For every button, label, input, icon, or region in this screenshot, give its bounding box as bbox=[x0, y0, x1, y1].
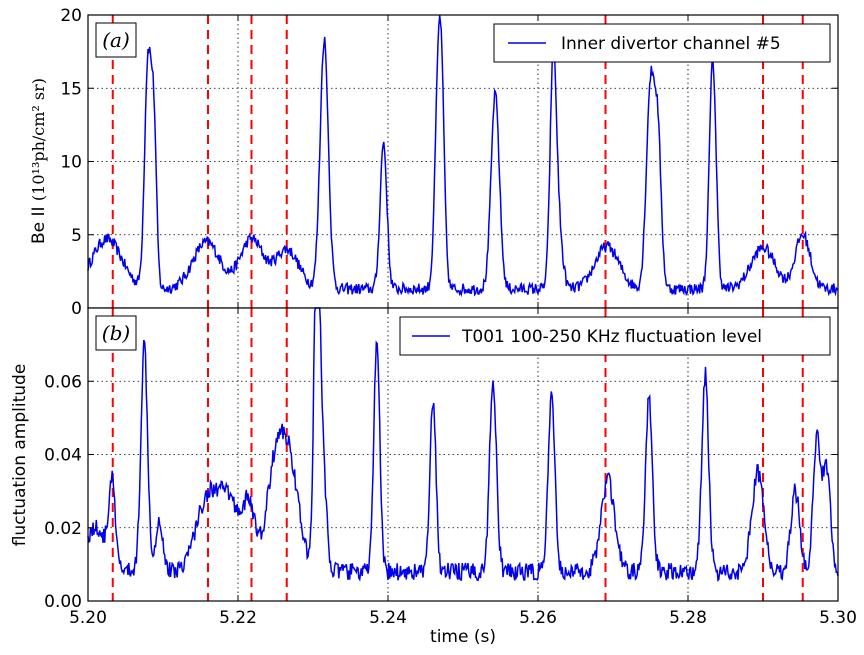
x-tick-label: 5.26 bbox=[519, 608, 557, 628]
panel-a-y-axis-label-main: Be II bbox=[29, 206, 49, 244]
panel-a-label: (a) bbox=[102, 28, 130, 52]
panel-b-chart: 0.00 0.02 0.04 0.06 5.20 5.22 5.24 5.26 5.28 5.3… bbox=[10, 307, 857, 647]
panel-a-red-markers bbox=[111, 15, 804, 308]
panel-a-tag: (a) bbox=[95, 22, 137, 58]
panel-a-y-axis-label: Be II (10¹³ph/cm² sr) bbox=[29, 78, 49, 244]
y-tick-label: 0 bbox=[71, 299, 82, 319]
x-axis-label: time (s) bbox=[430, 627, 496, 647]
panel-b-label: (b) bbox=[102, 321, 130, 345]
y-tick-label: 15 bbox=[60, 79, 82, 99]
panel-b-legend: T001 100-250 KHz fluctuation level bbox=[399, 316, 831, 356]
y-tick-label: 0.00 bbox=[44, 592, 82, 612]
x-tick-label: 5.30 bbox=[819, 608, 857, 628]
y-tick-label: 5 bbox=[71, 226, 82, 246]
panel-a-legend-text: Inner divertor channel #5 bbox=[561, 34, 781, 54]
panel-a-chart: 0 5 10 15 20 (a) Inner divertor channel #5 B… bbox=[29, 6, 839, 319]
panel-b-grid bbox=[88, 308, 838, 601]
panel-b-y-axis-label: fluctuation amplitude bbox=[10, 364, 30, 547]
panel-a-y-axis-label-units: (10¹³ph/cm² sr) bbox=[29, 78, 48, 201]
panel-b-tag: (b) bbox=[95, 315, 137, 351]
x-tick-label: 5.22 bbox=[219, 608, 257, 628]
x-tick-label: 5.28 bbox=[669, 608, 707, 628]
panel-b-legend-text: T001 100-250 KHz fluctuation level bbox=[461, 327, 762, 347]
panel-b-series-line bbox=[87, 307, 839, 582]
x-tick-label: 5.20 bbox=[69, 608, 107, 628]
y-tick-label: 0.06 bbox=[44, 372, 82, 392]
panel-b-y-ticks: 0.00 0.02 0.04 0.06 bbox=[44, 308, 839, 612]
y-tick-label: 0.02 bbox=[44, 519, 82, 539]
panel-a-legend: Inner divertor channel #5 bbox=[493, 23, 831, 63]
y-tick-label: 20 bbox=[60, 6, 82, 26]
panel-b-x-ticks: 5.20 5.22 5.24 5.26 5.28 5.30 bbox=[69, 608, 857, 628]
y-tick-label: 0.04 bbox=[44, 446, 82, 466]
x-tick-label: 5.24 bbox=[369, 608, 407, 628]
y-tick-label: 10 bbox=[60, 153, 82, 173]
